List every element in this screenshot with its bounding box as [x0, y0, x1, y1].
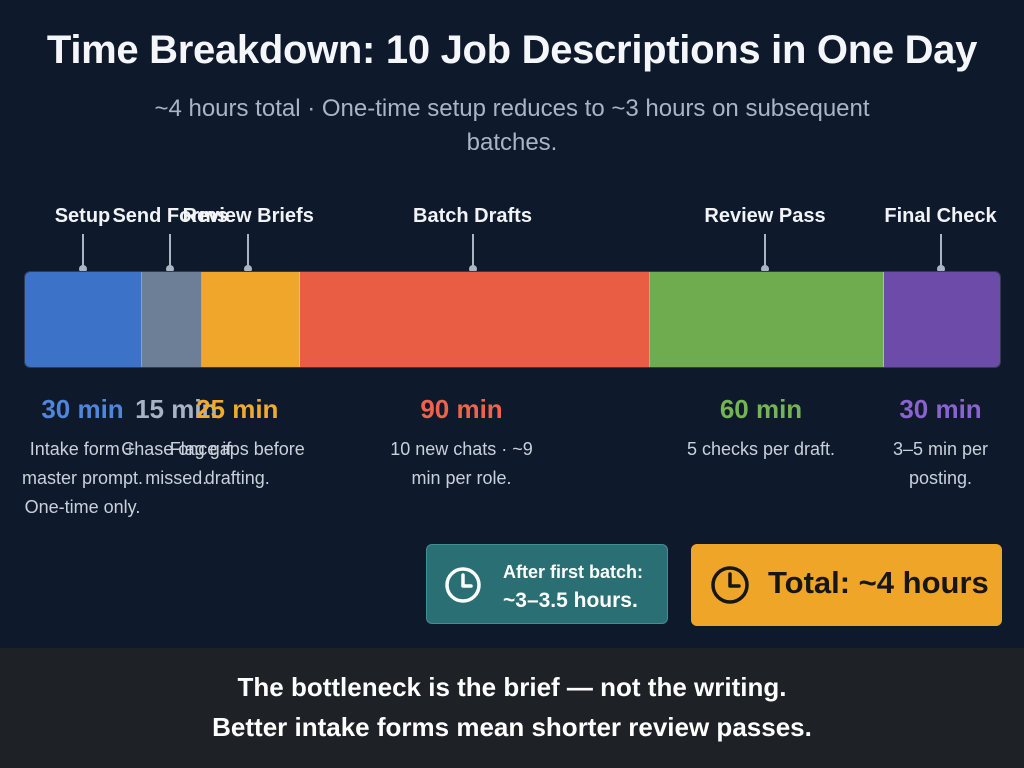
segment-label: Review Pass	[704, 205, 826, 227]
chart-title: Time Breakdown: 10 Job Descriptions in O…	[46, 28, 978, 72]
segment-tick	[78, 234, 87, 273]
segment-label: Setup	[54, 205, 111, 227]
segment-description: 5 checks per draft.	[686, 439, 836, 459]
segment-description: Chase once if missed.	[121, 439, 232, 488]
segment-description: 3–5 min per posting.	[892, 439, 989, 488]
segment-tick	[468, 234, 477, 273]
bar-segment-review-pass	[649, 272, 884, 367]
footer-banner: The bottleneck is the brief — not the wr…	[0, 648, 1024, 768]
footer-line-2: Better intake forms mean shorter review …	[212, 712, 812, 742]
segment-label: Batch Drafts	[413, 205, 532, 227]
after-batch-line1: After first batch:	[503, 562, 644, 582]
segment-description: Intake form + master prompt. One-time on…	[21, 439, 144, 517]
segment-description: 10 new chats · ~9 min per role.	[390, 439, 533, 488]
segment-tick	[244, 234, 253, 273]
segment-label: Review Briefs	[182, 205, 314, 227]
bar-segment-review-briefs	[201, 272, 300, 367]
segment-tick	[761, 234, 769, 273]
bar-segment-send-forms	[142, 272, 202, 367]
segment-duration: 15 min	[135, 394, 218, 424]
segment-duration: 60 min	[719, 394, 803, 424]
chart-subtitle: ~4 hours total · One-time setup reduces …	[154, 95, 870, 156]
segment-duration: 25 min	[196, 394, 279, 424]
segment-tick	[166, 234, 175, 273]
footer-line-1: The bottleneck is the brief — not the wr…	[237, 672, 787, 702]
bar-segment-final-check	[883, 272, 1000, 367]
total-time-callout: Total: ~4 hours	[691, 544, 1002, 626]
segment-label: Send Forms	[112, 205, 229, 227]
segment-duration: 30 min	[899, 394, 982, 424]
segment-duration: 90 min	[420, 394, 503, 424]
clock-icon	[445, 567, 481, 603]
segment-description: Flag gaps before drafting.	[169, 439, 305, 488]
after-batch-line2: ~3–3.5 hours.	[503, 589, 638, 612]
total-time-text: Total: ~4 hours	[768, 565, 989, 600]
segment-tick	[936, 234, 945, 273]
segment-label: Final Check	[884, 205, 997, 227]
bar-segment-setup	[25, 272, 143, 367]
stacked-time-bar	[24, 271, 1001, 368]
segment-duration: 30 min	[41, 394, 124, 424]
after-first-batch-callout: After first batch: ~3–3.5 hours.	[426, 544, 668, 624]
bar-segment-batch-drafts	[299, 272, 650, 367]
clock-icon	[711, 566, 749, 604]
